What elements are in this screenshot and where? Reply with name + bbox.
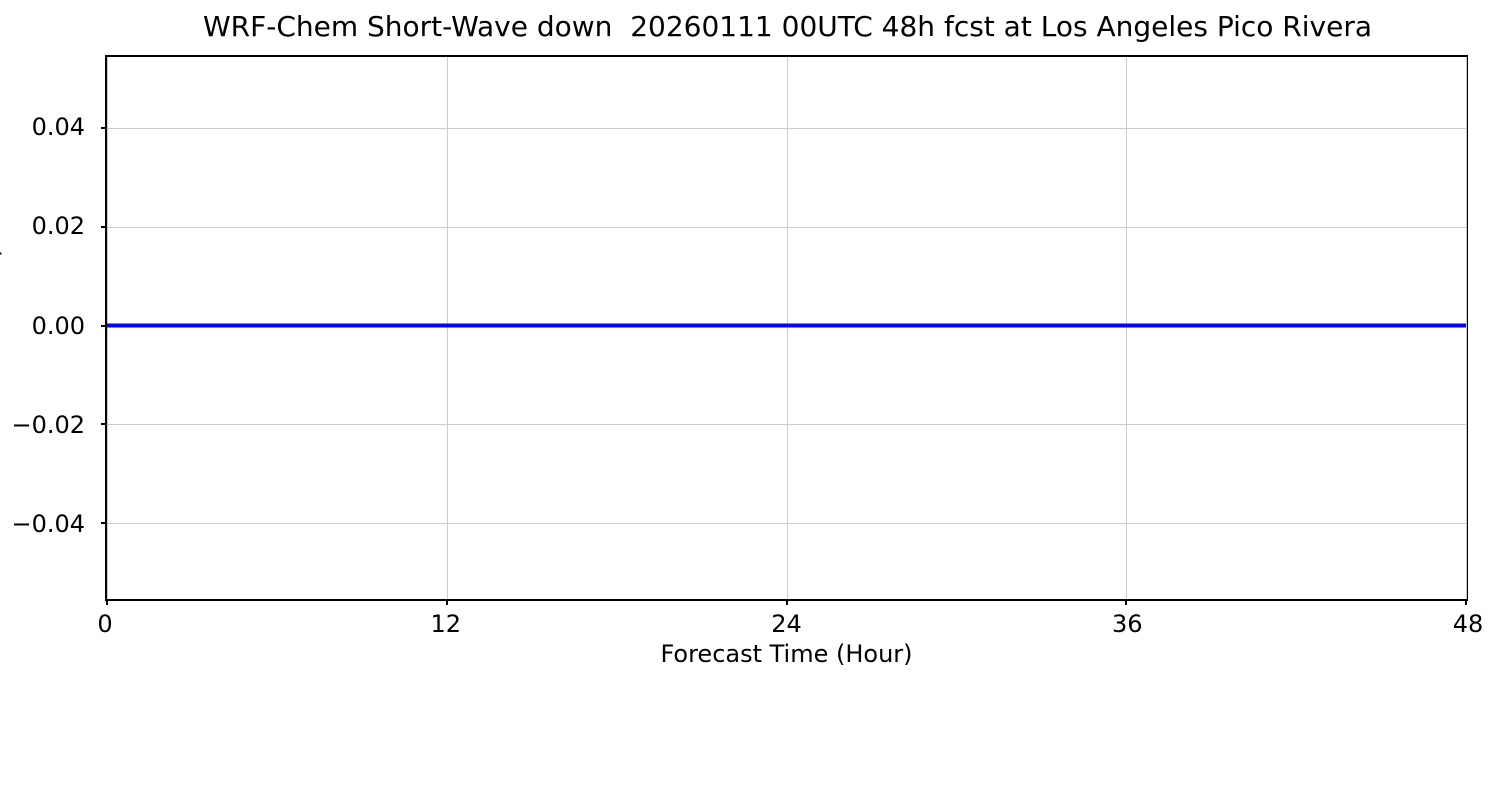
x-gridline — [1126, 57, 1128, 599]
x-tick-label: 0 — [97, 610, 113, 638]
x-tick-label: 48 — [1452, 610, 1484, 638]
x-gridline — [446, 57, 448, 599]
chart-title: WRF-Chem Short-Wave down 20260111 00UTC … — [202, 10, 1373, 43]
x-gridline — [1466, 57, 1467, 599]
x-gridline — [107, 57, 108, 599]
y-tick-label: −0.04 — [11, 510, 85, 539]
x-tick-label: 36 — [1111, 610, 1143, 638]
x-tick-mark — [1465, 599, 1467, 605]
y-tick-mark — [101, 521, 107, 524]
y-gridline — [107, 522, 1466, 524]
y-tick-label: 0.00 — [31, 311, 85, 340]
y-gridline — [107, 226, 1466, 228]
x-tick-mark — [785, 599, 788, 605]
x-tick-label: 24 — [771, 610, 802, 638]
x-axis: 0 12 24 36 48 — [97, 601, 1483, 641]
plot-area — [101, 55, 1468, 605]
y-tick-label: −0.02 — [11, 410, 85, 439]
x-tick-mark — [1125, 599, 1128, 605]
y-tick-mark — [101, 225, 107, 228]
y-tick-mark — [101, 423, 107, 426]
x-gridline — [786, 57, 788, 599]
y-tick-mark — [101, 324, 107, 327]
y-tick-label: 0.02 — [31, 212, 85, 241]
y-tick-mark — [101, 127, 107, 130]
x-tick-label: 12 — [430, 610, 462, 638]
y-axis: 0.04 0.02 0.00 −0.02 −0.04 — [0, 55, 97, 601]
x-axis-label: Forecast Time (Hour) — [660, 640, 913, 668]
plot-canvas — [107, 57, 1466, 599]
x-tick-mark — [106, 599, 108, 605]
y-tick-label: 0.04 — [31, 112, 85, 141]
y-gridline — [107, 128, 1466, 130]
x-tick-mark — [445, 599, 448, 605]
y-gridline — [107, 424, 1466, 426]
